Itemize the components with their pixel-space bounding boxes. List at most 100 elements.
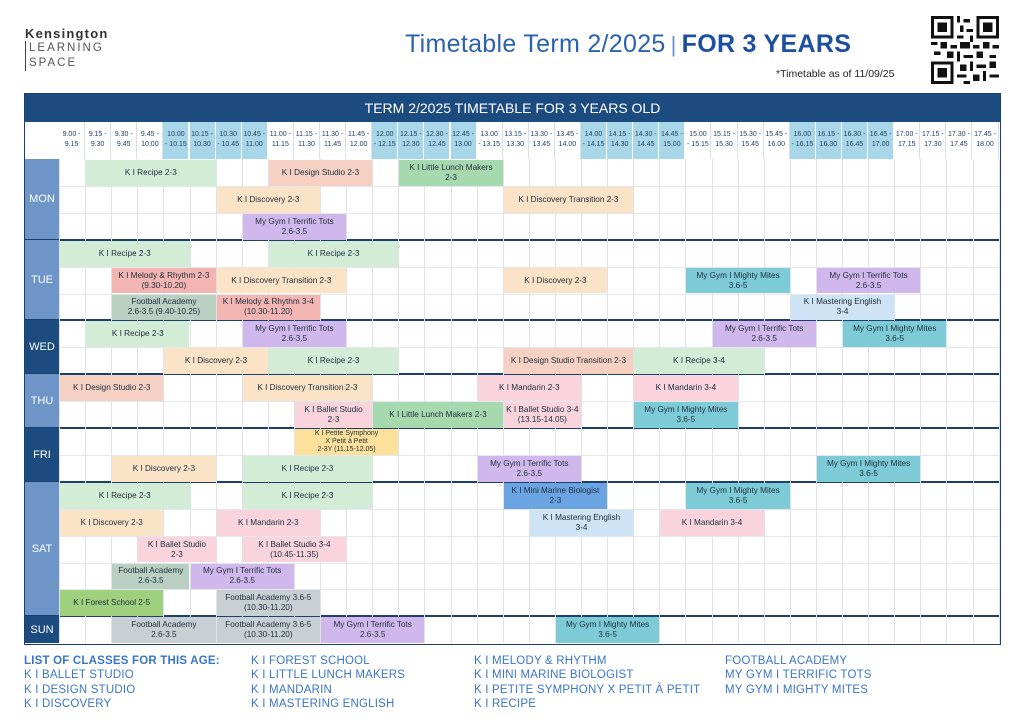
column-divider (737, 159, 739, 644)
column-divider (137, 159, 139, 644)
class-block[interactable]: K I Discovery Transition 2-3 (503, 186, 634, 213)
class-block-text: K I Design Studio Transition 2-3 (510, 356, 626, 366)
class-block[interactable]: K I Melody & Rhythm 2-3 (9.30-10.20) (112, 267, 216, 294)
class-block[interactable]: My Gym I Mighty Mites 3.6-5 (843, 321, 947, 348)
class-block[interactable]: K I Melody & Rhythm 3-4 (10.30-11.20) (216, 294, 320, 321)
class-block-text: K I Recipe 2-3 (281, 463, 334, 473)
logo-line-1: Kensington (25, 26, 109, 41)
class-block[interactable]: K I Design Studio Transition 2-3 (503, 348, 634, 375)
column-divider (998, 159, 1000, 644)
class-block[interactable]: Football Academy 2.6-3.5 (112, 617, 216, 644)
class-block-text: K I Forest School 2-5 (73, 598, 151, 608)
class-block[interactable]: K I Recipe 2-3 (242, 455, 373, 482)
column-divider (659, 159, 661, 644)
day-label-wed: WED (25, 320, 59, 375)
class-block-text: K I Melody & Rhythm 3-4 (222, 297, 314, 307)
class-block[interactable]: My Gym I Mighty Mites 3.6-5 (555, 617, 660, 644)
class-block[interactable]: K I Recipe 3-4 (634, 348, 764, 375)
time-slot-header-cell: 17.30 -17.45 (946, 122, 973, 159)
class-block-text: 2.6-3.5 (151, 630, 177, 640)
class-block[interactable]: K I Little Lunch Makers 2-3 (373, 402, 503, 428)
class-block[interactable]: K I Recipe 2-3 (86, 160, 216, 186)
class-block[interactable]: K I Mandarin 2-3 (216, 509, 320, 536)
class-block[interactable]: Football Academy 2.6-3.5 (112, 563, 190, 590)
class-block[interactable]: K I Recipe 2-3 (268, 240, 399, 267)
time-slot-header-cell: 17.45 -18.00 (972, 122, 999, 159)
class-block[interactable]: My Gym I Mighty Mites 3.6-5 (686, 482, 790, 509)
class-block[interactable]: K I Mastering English 3-4 (790, 294, 895, 321)
class-block[interactable]: K I Ballet Studio 2-3 (138, 536, 216, 563)
time-slot-header-cell: 17.00 -17.15 (894, 122, 921, 159)
class-block[interactable]: K I Discovery 2-3 (60, 509, 164, 536)
time-slot-header-cell: 14.00- 14.15 (581, 122, 608, 159)
time-slot-header-cell: 17.15 -17.30 (920, 122, 947, 159)
class-block[interactable]: My Gym I Terrific Tots 2.6-3.5 (321, 617, 425, 644)
class-block[interactable]: Football Academy 2.6-3.5 (9.40-10.25) (112, 294, 216, 321)
class-item: K I DESIGN STUDIO (24, 683, 136, 696)
class-block[interactable]: My Gym I Terrific Tots 2.6-3.5 (712, 321, 816, 348)
class-block[interactable]: My Gym I Terrific Tots 2.6-3.5 (477, 455, 581, 482)
column-divider (685, 159, 687, 644)
class-block[interactable]: K I Discovery Transition 2-3 (216, 267, 347, 294)
class-block[interactable]: K I Little Lunch Makers 2-3 (399, 160, 503, 186)
class-block[interactable]: K I Mandarin 3-4 (634, 375, 738, 402)
class-block-text: My Gym I Mighty Mites (853, 324, 937, 334)
class-block[interactable]: K I Discovery Transition 2-3 (242, 375, 373, 402)
class-block-text: K I Recipe 2-3 (98, 490, 151, 500)
class-block[interactable]: K I Petite Symphony X Petit à Petit 2-3Y (… (294, 429, 399, 455)
class-block[interactable]: K I Recipe 2-3 (268, 348, 399, 375)
class-block[interactable]: My Gym I Terrific Tots 2.6-3.5 (242, 213, 347, 240)
class-block[interactable]: K I Forest School 2-5 (60, 590, 164, 617)
class-block[interactable]: K I Discovery 2-3 (164, 348, 268, 375)
class-block-text: K I Little Lunch Makers 2-3 (389, 410, 487, 420)
class-block[interactable]: K I Mastering English 3-4 (529, 509, 634, 536)
class-block[interactable]: K I Design Studio 2-3 (268, 160, 373, 186)
class-block-text: My Gym I Mighty Mites (696, 485, 780, 495)
class-block[interactable]: K I Recipe 2-3 (60, 482, 190, 509)
class-block-text: My Gym I Terrific Tots (202, 566, 282, 576)
class-block[interactable]: My Gym I Mighty Mites 3.6-5 (816, 455, 921, 482)
class-block-text: My Gym I Terrific Tots (829, 270, 908, 280)
class-block[interactable]: My Gym I Mighty Mites 3.6-5 (686, 267, 790, 294)
class-block-text: 2.6-3.5 (516, 468, 543, 478)
class-block-text: K I Discovery 2-3 (237, 194, 300, 204)
class-block[interactable]: My Gym I Mighty Mites 3.6-5 (634, 402, 738, 428)
class-block-text: 3.6-5 (728, 280, 748, 290)
class-block-text: (9.30-10.20) (141, 280, 187, 290)
class-block[interactable]: K I Recipe 2-3 (86, 321, 190, 348)
class-block[interactable]: My Gym I Terrific Tots 2.6-3.5 (816, 267, 921, 294)
class-block[interactable]: K I Discovery 2-3 (503, 267, 608, 294)
logo: Kensington LEARNING SPACE (25, 26, 155, 71)
day-label-sat: SAT (25, 481, 59, 617)
class-block-text: K I Recipe 2-3 (124, 167, 177, 177)
class-block-text: K I Mastering English (542, 512, 621, 522)
class-block[interactable]: K I Mandarin 3-4 (660, 509, 764, 536)
class-block[interactable]: K I Discovery 2-3 (216, 186, 320, 213)
class-block[interactable]: K I Ballet Studio 3-4 (13.15-14.05) (503, 402, 581, 428)
class-block-text: K I Mandarin 3-4 (655, 383, 717, 393)
class-block-text: My Gym I Mighty Mites (644, 405, 728, 415)
class-block[interactable]: K I Mini Marine Biologist 2-3 (503, 482, 608, 509)
class-block[interactable]: Football Academy 3.6-5 (10.30-11.20) (216, 590, 320, 617)
class-block[interactable]: Football Academy 3.6-5 (10.30-11.20) (216, 617, 320, 644)
column-divider (554, 159, 556, 644)
column-divider (111, 159, 113, 644)
class-block[interactable]: K I Ballet Studio 2-3 (294, 402, 373, 428)
class-block[interactable]: K I Mandarin 2-3 (477, 375, 581, 402)
class-block-text: K I Recipe 2-3 (281, 490, 334, 500)
class-block[interactable]: K I Ballet Studio 3-4 (10.45-11.35) (242, 536, 347, 563)
class-block[interactable]: My Gym I Terrific Tots 2.6-3.5 (242, 321, 347, 348)
time-slot-header-cell: 13.00- 13.15 (476, 122, 503, 159)
class-block[interactable]: K I Design Studio 2-3 (60, 375, 164, 402)
column-divider (528, 159, 530, 644)
day-divider (25, 319, 999, 322)
day-divider (25, 615, 999, 618)
class-block-text: My Gym I Terrific Tots (490, 458, 569, 468)
class-block[interactable]: K I Recipe 2-3 (242, 482, 373, 509)
class-block[interactable]: K I Discovery 2-3 (112, 455, 216, 482)
class-block-text: K I Discovery 2-3 (184, 356, 248, 366)
class-block[interactable]: K I Recipe 2-3 (60, 240, 190, 267)
time-slot-header-cell: 9.00 -9.15 (59, 122, 86, 159)
class-block-text: K I Recipe 2-3 (307, 248, 360, 258)
class-block[interactable]: My Gym I Terrific Tots 2.6-3.5 (190, 563, 294, 590)
